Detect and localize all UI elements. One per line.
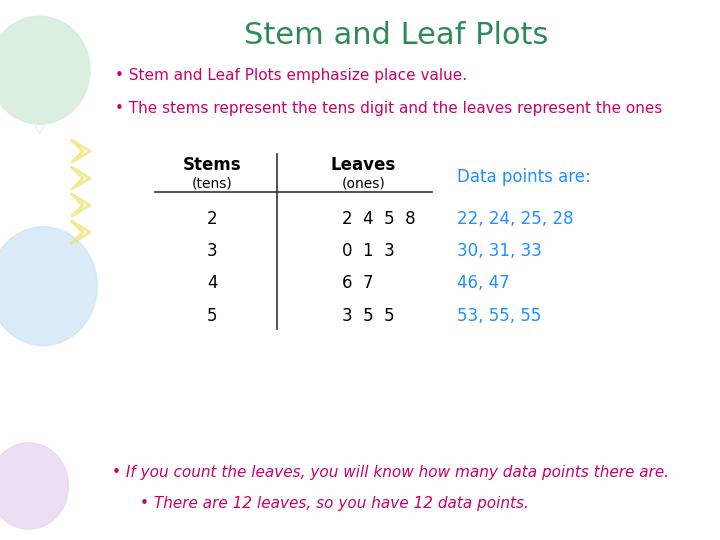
- Text: Leaves: Leaves: [331, 156, 396, 174]
- Text: 3: 3: [207, 242, 217, 260]
- Text: Stem and Leaf Plots: Stem and Leaf Plots: [244, 21, 548, 50]
- Text: 5: 5: [207, 307, 217, 325]
- Text: (ones): (ones): [342, 177, 385, 191]
- Text: 2  4  5  8: 2 4 5 8: [342, 210, 415, 228]
- Text: Data points are:: Data points are:: [457, 168, 591, 186]
- Ellipse shape: [0, 443, 68, 529]
- Text: 2: 2: [207, 210, 217, 228]
- Text: 0  1  3: 0 1 3: [342, 242, 395, 260]
- Text: • There are 12 leaves, so you have 12 data points.: • There are 12 leaves, so you have 12 da…: [140, 496, 529, 511]
- Text: 30, 31, 33: 30, 31, 33: [457, 242, 542, 260]
- Text: 6  7: 6 7: [342, 274, 374, 293]
- Text: (tens): (tens): [192, 177, 233, 191]
- Ellipse shape: [0, 227, 97, 346]
- Text: • If you count the leaves, you will know how many data points there are.: • If you count the leaves, you will know…: [112, 465, 669, 480]
- Text: 22, 24, 25, 28: 22, 24, 25, 28: [457, 210, 574, 228]
- Text: 4: 4: [207, 274, 217, 293]
- Text: • Stem and Leaf Plots emphasize place value.: • Stem and Leaf Plots emphasize place va…: [115, 68, 467, 83]
- Text: 3  5  5: 3 5 5: [342, 307, 395, 325]
- Text: Stems: Stems: [183, 156, 242, 174]
- Text: 46, 47: 46, 47: [457, 274, 510, 293]
- Text: • The stems represent the tens digit and the leaves represent the ones: • The stems represent the tens digit and…: [115, 100, 662, 116]
- Text: 53, 55, 55: 53, 55, 55: [457, 307, 541, 325]
- Ellipse shape: [0, 16, 90, 124]
